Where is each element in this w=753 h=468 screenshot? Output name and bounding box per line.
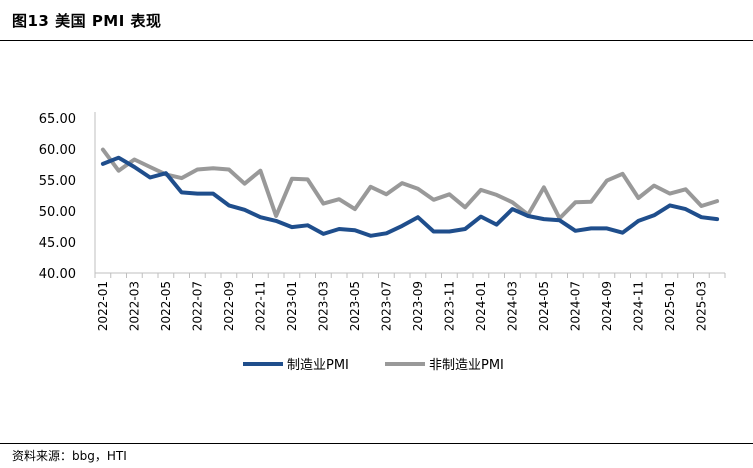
y-tick-label: 60.00: [39, 143, 76, 158]
x-tick-label: 2023-03: [316, 281, 330, 331]
chart-legend: 制造业PMI 非制造业PMI: [243, 358, 504, 373]
x-tick-label: 2024-11: [631, 281, 645, 331]
x-axis-ticks: 2022-01 2022-03 2022-05 2022-07 2022-09 2022-…: [94, 273, 726, 331]
figure-title: 图13 美国 PMI 表现: [12, 12, 162, 30]
y-tick-label: 55.00: [39, 174, 76, 189]
y-axis-ticks: 40.00 45.00 50.00 55.00 60.00 65.00: [39, 112, 76, 282]
x-tick-label: 2022-09: [222, 281, 236, 331]
x-tick-label: 2023-05: [348, 281, 362, 331]
x-tick-label: 2022-03: [127, 281, 141, 331]
x-tick-label: 2024-09: [600, 281, 614, 331]
title-divider: [0, 40, 753, 41]
x-tick-label: 2024-01: [474, 281, 488, 331]
y-tick-label: 40.00: [39, 267, 76, 282]
x-tick-label: 2023-11: [442, 281, 456, 331]
y-tick-label: 50.00: [39, 205, 76, 220]
x-tick-label: 2023-01: [285, 281, 299, 331]
legend-label-manufacturing: 制造业PMI: [287, 358, 349, 373]
x-tick-label: 2023-07: [379, 281, 393, 331]
x-tick-label: 2022-11: [253, 281, 267, 331]
legend-label-non-manufacturing: 非制造业PMI: [429, 358, 504, 373]
x-tick-label: 2022-05: [159, 281, 173, 331]
x-tick-label: 2022-07: [190, 281, 204, 331]
x-tick-label: 2024-03: [505, 281, 519, 331]
source-divider: [0, 443, 753, 444]
x-tick-label: 2025-01: [663, 281, 677, 331]
source-note: 资料来源：bbg，HTI: [12, 449, 127, 463]
series-line-manufacturing: [100, 155, 720, 238]
x-tick-label: 2024-05: [537, 281, 551, 331]
y-tick-label: 65.00: [39, 112, 76, 127]
series-line-non-manufacturing: [100, 147, 720, 221]
x-tick-label: 2022-01: [96, 281, 110, 331]
x-tick-label: 2023-09: [411, 281, 425, 331]
x-tick-label: 2024-07: [568, 281, 582, 331]
x-tick-label: 2025-03: [694, 281, 708, 331]
y-tick-label: 45.00: [39, 236, 76, 251]
series-lines: [100, 147, 720, 238]
